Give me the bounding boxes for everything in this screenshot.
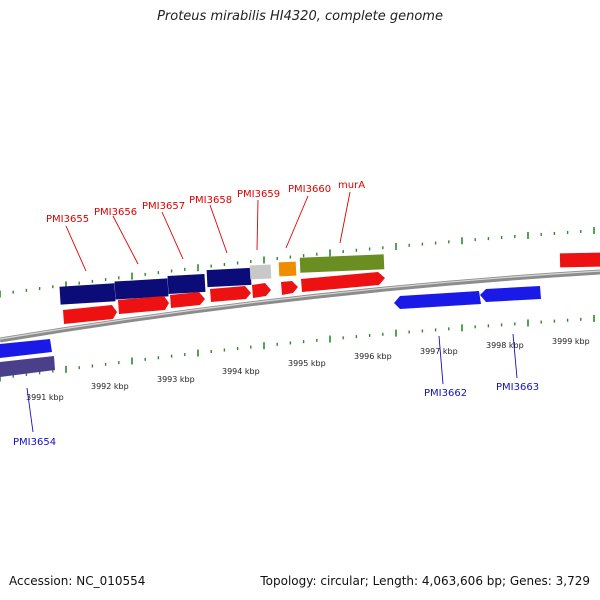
gene-block-pmi3660[interactable] (278, 261, 297, 277)
gene-label-pmi3663[interactable]: PMI3663 (496, 382, 539, 393)
scale-label: 3992 kbp (91, 382, 129, 391)
gene-arrow-pmi3655[interactable] (63, 305, 117, 324)
label-leader-line (209, 204, 228, 254)
scale-label: 3991 kbp (26, 393, 64, 402)
gene-block-pmi3656[interactable] (114, 278, 169, 300)
gene-block-pmi3658[interactable] (206, 267, 252, 288)
label-leader-line (512, 333, 518, 379)
gene-arrow-pmi3660[interactable] (281, 281, 298, 295)
gene-block-pmi3655[interactable] (59, 283, 116, 305)
outer-tick-track (0, 226, 595, 298)
label-leader-line (26, 387, 34, 433)
gene-track (0, 252, 600, 377)
label-leader-line (256, 199, 259, 251)
reverse-gene-labels: PMI3654 PMI3662 PMI3663 (13, 333, 539, 448)
inner-tick-track (0, 314, 595, 382)
genome-backbone (0, 269, 600, 343)
gene-arrow-pmi3657[interactable] (170, 292, 205, 308)
gene-label-pmi3655[interactable]: PMI3655 (46, 214, 89, 225)
gene-arrow-pmi3663[interactable] (480, 286, 541, 302)
gene-block-pmi3654-lower[interactable] (0, 356, 55, 377)
gene-label-pmi3657[interactable]: PMI3657 (142, 201, 185, 212)
gene-arrow-pmi3654[interactable] (0, 339, 52, 358)
map-title: Proteus mirabilis HI4320, complete genom… (157, 9, 443, 24)
gene-arrow-pmi3658[interactable] (210, 286, 251, 302)
label-leader-line (112, 215, 139, 265)
genome-stats-text: Topology: circular; Length: 4,063,606 bp… (260, 574, 590, 588)
gene-arrow-pmi3656[interactable] (118, 296, 169, 314)
gene-label-pmi3656[interactable]: PMI3656 (94, 207, 137, 218)
scale-label: 3994 kbp (222, 367, 260, 376)
gene-block-right-edge[interactable] (559, 252, 600, 268)
gene-block-pmi3659[interactable] (249, 264, 272, 280)
gene-label-pmi3662[interactable]: PMI3662 (424, 388, 467, 399)
scale-labels: 3991 kbp 3992 kbp 3993 kbp 3994 kbp 3995… (26, 337, 590, 402)
scale-label: 3997 kbp (420, 347, 458, 356)
label-leader-line (161, 211, 184, 260)
label-leader-line (285, 195, 309, 249)
forward-gene-labels: PMI3655 PMI3656 PMI3657 PMI3658 PMI3659 … (46, 180, 365, 272)
label-leader-line (438, 335, 444, 385)
scale-label: 3995 kbp (288, 359, 326, 368)
gene-arrow-pmi3662[interactable] (394, 291, 481, 309)
gene-label-pmi3654[interactable]: PMI3654 (13, 437, 56, 448)
label-leader-line (65, 225, 87, 272)
gene-block-pmi3657[interactable] (167, 273, 206, 294)
gene-arrow-mura[interactable] (301, 272, 385, 292)
gene-arrow-pmi3659[interactable] (252, 283, 271, 298)
scale-label: 3993 kbp (157, 375, 195, 384)
genome-backbone-highlight (0, 270, 600, 340)
scale-label: 3999 kbp (552, 337, 590, 346)
gene-label-pmi3659[interactable]: PMI3659 (237, 189, 280, 200)
accession-text: Accession: NC_010554 (9, 574, 146, 588)
gene-label-pmi3660[interactable]: PMI3660 (288, 184, 331, 195)
gene-label-pmi3658[interactable]: PMI3658 (189, 195, 232, 206)
scale-label: 3996 kbp (354, 352, 392, 361)
label-leader-line (339, 191, 351, 244)
scale-label: 3998 kbp (486, 341, 524, 350)
gene-label-mura[interactable]: murA (338, 180, 365, 191)
gene-block-mura[interactable] (299, 254, 385, 273)
